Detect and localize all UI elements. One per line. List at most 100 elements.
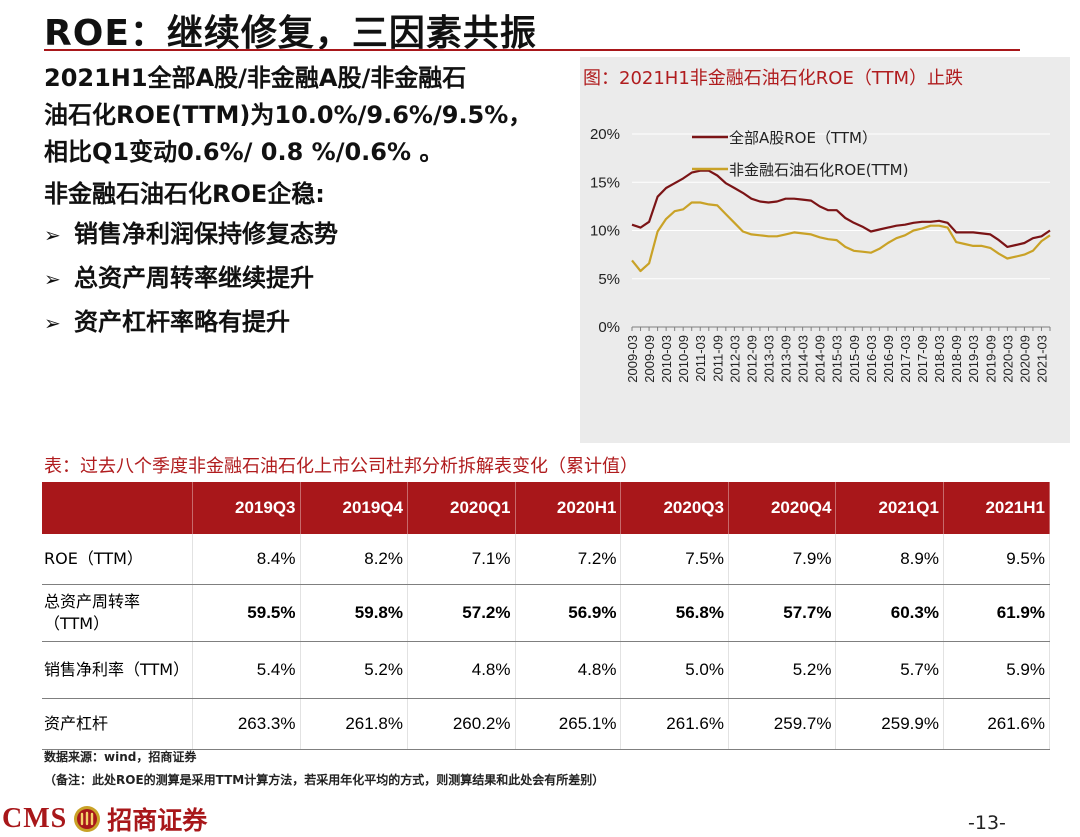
x-tick-label: 2014-03 bbox=[796, 335, 811, 383]
table-row: 资产杠杆 263.3% 261.8% 260.2% 265.1% 261.6% … bbox=[42, 698, 1051, 750]
logo-chinese-name: 招商证券 bbox=[107, 806, 208, 835]
x-tick-label: 2015-03 bbox=[830, 335, 845, 383]
y-tick-label: 20% bbox=[590, 126, 620, 143]
x-tick-label: 2010-03 bbox=[659, 335, 674, 383]
table-cell: 9.5% bbox=[943, 534, 1051, 585]
x-tick-label: 2020-03 bbox=[1000, 335, 1015, 383]
table-cell: 8.9% bbox=[835, 534, 944, 585]
title-divider bbox=[44, 49, 1020, 51]
column-header: 2020Q3 bbox=[620, 482, 729, 534]
x-tick-label: 2009-09 bbox=[642, 335, 657, 383]
series-line-1 bbox=[631, 169, 1051, 248]
page-title: ROE：继续修复，三因素共振 bbox=[44, 13, 537, 54]
y-tick-label: 15% bbox=[590, 174, 620, 191]
x-tick-label: 2019-03 bbox=[966, 335, 981, 383]
x-tick-label: 2012-03 bbox=[727, 335, 742, 383]
cms-emblem-icon bbox=[74, 806, 101, 832]
data-source: 数据来源：wind，招商证券 bbox=[44, 750, 197, 764]
legend-label: 非金融石油石化ROE(TTM) bbox=[729, 161, 908, 179]
x-tick-label: 2009-03 bbox=[625, 335, 640, 383]
table-cell: 56.9% bbox=[515, 584, 622, 642]
table-cell: 5.9% bbox=[943, 641, 1051, 699]
x-tick-label: 2016-03 bbox=[864, 335, 879, 383]
x-tick-label: 2011-09 bbox=[710, 335, 725, 382]
x-tick-label: 2021-03 bbox=[1034, 335, 1049, 383]
bullet-text: 总资产周转率继续提升 bbox=[74, 264, 314, 292]
table-cell: 8.2% bbox=[300, 534, 408, 585]
table-cell: 7.2% bbox=[515, 534, 622, 585]
row-label: 销售净利率（TTM） bbox=[42, 641, 193, 699]
table-row: 总资产周转率（TTM） 59.5% 59.8% 57.2% 56.9% 56.8… bbox=[42, 584, 1051, 642]
bullet-text: 销售净利润保持修复态势 bbox=[74, 220, 338, 248]
x-tick-label: 2014-09 bbox=[813, 335, 828, 383]
summary-block: 2021H1全部A股/非金融A股/非金融石 油石化ROE(TTM)为10.0%/… bbox=[44, 60, 584, 345]
x-tick-label: 2011-03 bbox=[693, 335, 708, 382]
summary-line-1: 2021H1全部A股/非金融A股/非金融石 bbox=[44, 64, 467, 92]
roe-line-chart: 20% 15% 10% 5% 0% 2009-03 2009-09 2010-03 2010-0… bbox=[590, 126, 1051, 383]
table-cell: 261.6% bbox=[943, 698, 1051, 750]
x-tick-label: 2018-09 bbox=[949, 335, 964, 383]
table-cell: 7.1% bbox=[407, 534, 516, 585]
logo-text: CMS bbox=[2, 803, 68, 834]
table-caption: 表：过去八个季度非金融石油石化上市公司杜邦分析拆解表变化（累计值） bbox=[44, 456, 638, 477]
series-line-2 bbox=[631, 201, 1051, 273]
table-row: ROE（TTM） 8.4% 8.2% 7.1% 7.2% 7.5% 7.9% 8… bbox=[42, 534, 1051, 585]
table-cell: 265.1% bbox=[515, 698, 622, 750]
table-cell: 8.4% bbox=[192, 534, 301, 585]
x-tick-label: 2013-09 bbox=[779, 335, 794, 383]
column-header: 2020H1 bbox=[515, 482, 622, 534]
column-header: 2019Q3 bbox=[192, 482, 301, 534]
y-tick-label: 5% bbox=[598, 271, 620, 288]
bullet-item: ➢ 总资产周转率继续提升 bbox=[44, 257, 584, 301]
x-tick-label: 2015-09 bbox=[847, 335, 862, 383]
table-cell: 59.5% bbox=[192, 584, 301, 642]
x-tick-label: 2010-09 bbox=[676, 335, 691, 383]
column-header: 2019Q4 bbox=[300, 482, 408, 534]
legend-label: 全部A股ROE（TTM） bbox=[729, 129, 877, 147]
table-cell: 5.2% bbox=[728, 641, 837, 699]
x-tick-label: 2017-03 bbox=[898, 335, 913, 383]
x-tick-label: 2016-09 bbox=[881, 335, 896, 383]
table-cell: 5.4% bbox=[192, 641, 301, 699]
table-corner bbox=[42, 482, 193, 534]
column-header: 2021Q1 bbox=[835, 482, 944, 534]
table-cell: 259.7% bbox=[728, 698, 837, 750]
table-cell: 5.2% bbox=[300, 641, 408, 699]
row-label: 资产杠杆 bbox=[42, 698, 193, 750]
column-header: 2021H1 bbox=[943, 482, 1051, 534]
table-cell: 4.8% bbox=[407, 641, 516, 699]
brand-logo: CMS 招商证券 bbox=[2, 802, 207, 836]
table-header-row: 2019Q3 2019Q4 2020Q1 2020H1 2020Q3 2020Q… bbox=[42, 482, 1051, 534]
summary-subhead: 非金融石油石化ROE企稳: bbox=[44, 180, 325, 208]
table-cell: 261.6% bbox=[620, 698, 729, 750]
x-tick-label: 2013-03 bbox=[761, 335, 776, 383]
chart-panel bbox=[580, 57, 1070, 443]
row-label: 总资产周转率（TTM） bbox=[42, 584, 193, 642]
y-tick-label: 10% bbox=[590, 223, 620, 240]
table-cell: 5.7% bbox=[835, 641, 944, 699]
table-row: 销售净利率（TTM） 5.4% 5.2% 4.8% 4.8% 5.0% 5.2%… bbox=[42, 641, 1051, 699]
chart-caption: 图：2021H1非金融石油石化ROE（TTM）止跌 bbox=[583, 68, 964, 89]
table-cell: 60.3% bbox=[835, 584, 944, 642]
table-cell: 7.9% bbox=[728, 534, 837, 585]
table-cell: 56.8% bbox=[620, 584, 729, 642]
page-number: -13- bbox=[968, 812, 1006, 834]
row-label: ROE（TTM） bbox=[42, 534, 193, 585]
dupont-table: 2019Q3 2019Q4 2020Q1 2020H1 2020Q3 2020Q… bbox=[42, 482, 1051, 750]
column-header: 2020Q1 bbox=[407, 482, 516, 534]
x-tick-label: 2020-09 bbox=[1017, 335, 1032, 383]
summary-line-3: 相比Q1变动0.6%/ 0.8 %/0.6% 。 bbox=[44, 138, 444, 166]
table-cell: 57.2% bbox=[407, 584, 516, 642]
column-header: 2020Q4 bbox=[728, 482, 837, 534]
x-tick-label: 2012-09 bbox=[744, 335, 759, 383]
bullet-item: ➢ 资产杠杆率略有提升 bbox=[44, 301, 584, 345]
footnote: （备注：此处ROE的测算是采用TTM计算方法，若采用年化平均的方式，则测算结果和… bbox=[44, 773, 605, 787]
table-cell: 57.7% bbox=[728, 584, 837, 642]
table-cell: 260.2% bbox=[407, 698, 516, 750]
arrow-bullet-icon: ➢ bbox=[44, 311, 61, 335]
x-tick-label: 2019-09 bbox=[983, 335, 998, 383]
table-cell: 259.9% bbox=[835, 698, 944, 750]
arrow-bullet-icon: ➢ bbox=[44, 223, 61, 247]
table-cell: 7.5% bbox=[620, 534, 729, 585]
y-tick-label: 0% bbox=[598, 319, 620, 336]
